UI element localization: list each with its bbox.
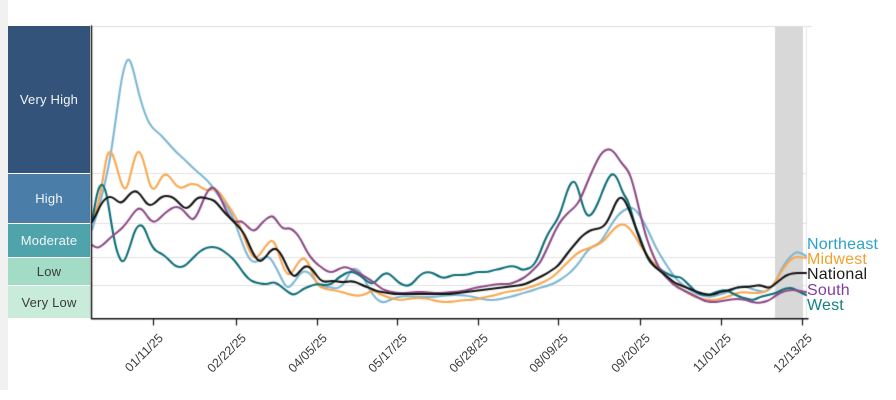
legend-item-west[interactable]: West <box>807 297 844 314</box>
legend-item-northeast[interactable]: Northeast <box>807 236 879 253</box>
legend-item-midwest[interactable]: Midwest <box>807 251 868 268</box>
legend-item-national[interactable]: National <box>807 266 868 283</box>
legend-item-south[interactable]: South <box>807 282 850 299</box>
